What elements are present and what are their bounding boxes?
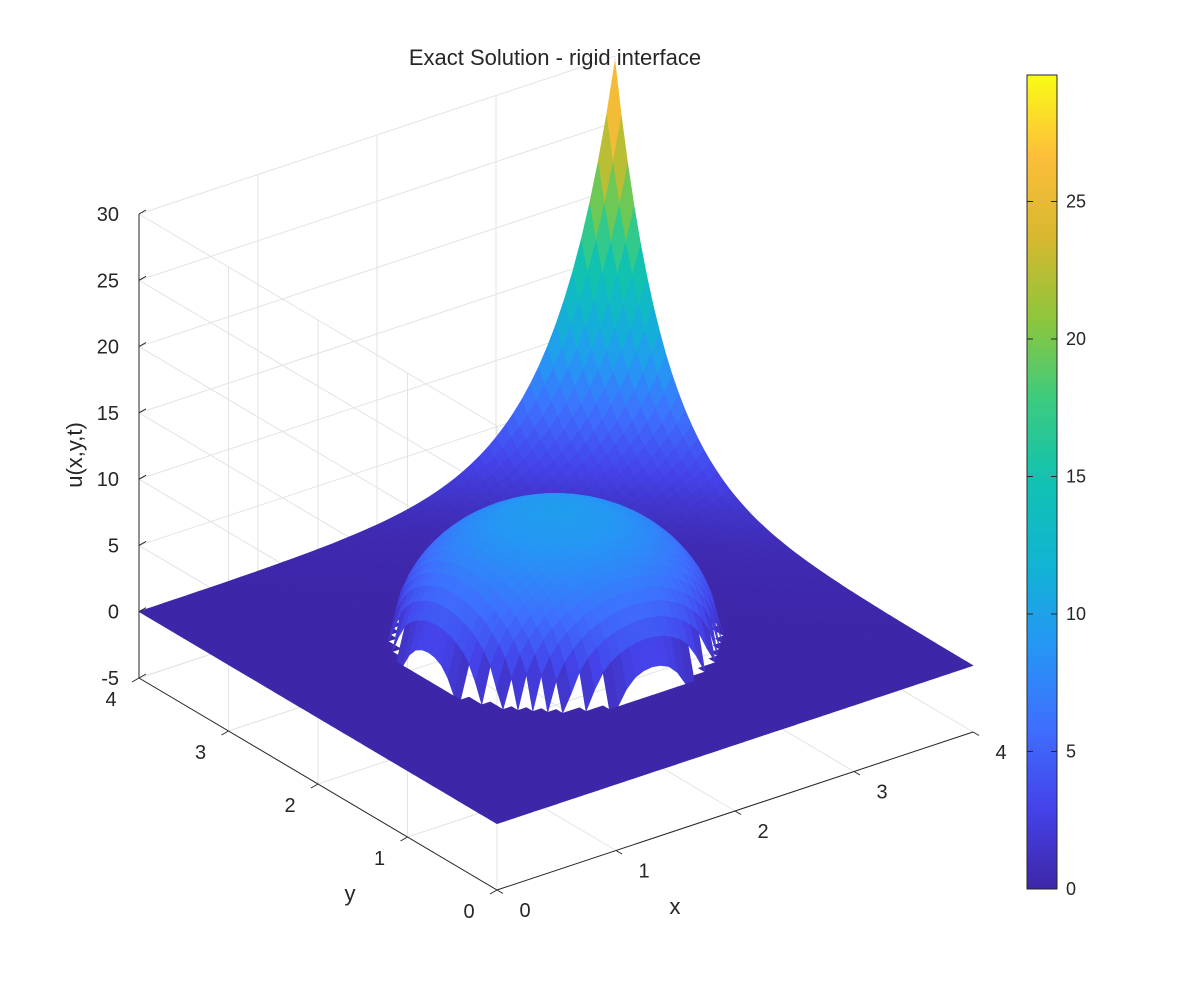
- colorbar-tick-label: 20: [1066, 329, 1086, 349]
- z-tick-mark: [138, 209, 147, 215]
- z-tick-label: 30: [97, 204, 119, 226]
- colorbar-ticks: 0 5 10 15 20 25: [1027, 192, 1086, 899]
- y-tick-label: 0: [463, 901, 474, 923]
- z-tick-mark: [138, 342, 147, 348]
- colorbar-tick-label: 0: [1066, 879, 1076, 899]
- y-axis-label: y: [345, 881, 356, 906]
- x-axis-label: x: [670, 894, 681, 919]
- z-tick-label: 15: [97, 403, 119, 425]
- z-tick-label: 20: [97, 337, 119, 359]
- z-tick-label: 0: [108, 602, 119, 624]
- y-tick-mark: [400, 836, 408, 842]
- z-tick-label: 10: [97, 469, 119, 491]
- surface-patch: [496, 657, 512, 711]
- y-tick-label: 4: [105, 689, 116, 711]
- y-tick-mark: [221, 730, 229, 736]
- y-tick-mark: [489, 889, 498, 895]
- y-tick-label: 2: [284, 795, 295, 817]
- surface-patch: [489, 816, 507, 825]
- z-tick-mark: [138, 474, 147, 480]
- y-tick-label: 3: [195, 742, 206, 764]
- z-tick-label: 5: [108, 535, 119, 557]
- surface-patch: [555, 661, 572, 715]
- surface-patch: [579, 657, 595, 713]
- surface-patch: [526, 654, 542, 712]
- surface-patch: [540, 656, 557, 713]
- x-tick-mark: [496, 889, 504, 894]
- x-tick-mark: [972, 731, 980, 736]
- surface-mesh: [138, 61, 974, 825]
- surface-patch: [475, 650, 491, 705]
- chart-title: Exact Solution - rigid interface: [409, 45, 701, 70]
- x-tick-mark: [615, 850, 623, 855]
- x-tick-mark: [853, 771, 861, 776]
- y-tick-label: 1: [374, 848, 385, 870]
- z-tick-mark: [138, 673, 147, 679]
- colorbar-gradient: [1026, 74, 1058, 890]
- x-tick-label: 3: [876, 782, 887, 804]
- y-tick-mark: [131, 677, 140, 683]
- x-tick-label: 0: [519, 900, 530, 922]
- colorbar-tick-label: 5: [1066, 742, 1076, 762]
- colorbar: 0 5 10 15 20 25: [1026, 74, 1086, 899]
- x-tick-label: 2: [757, 821, 768, 843]
- z-tick-mark: [138, 408, 147, 414]
- z-tick-mark: [138, 275, 147, 281]
- z-tick-mark: [138, 607, 147, 613]
- x-tick-mark: [734, 810, 742, 815]
- x-tick-label: 4: [995, 742, 1006, 764]
- surface-patch: [511, 654, 527, 711]
- z-tick-label: -5: [101, 668, 119, 690]
- y-tick-mark: [310, 783, 319, 789]
- z-axis-label: u(x,y,t): [62, 422, 87, 488]
- colorbar-tick-label: 10: [1066, 604, 1086, 624]
- colorbar-tick-label: 15: [1066, 467, 1086, 487]
- x-tick-label: 1: [638, 861, 649, 883]
- colorbar-tick-label: 25: [1066, 192, 1086, 212]
- z-tick-mark: [138, 540, 147, 546]
- z-tick-label: 25: [97, 270, 119, 292]
